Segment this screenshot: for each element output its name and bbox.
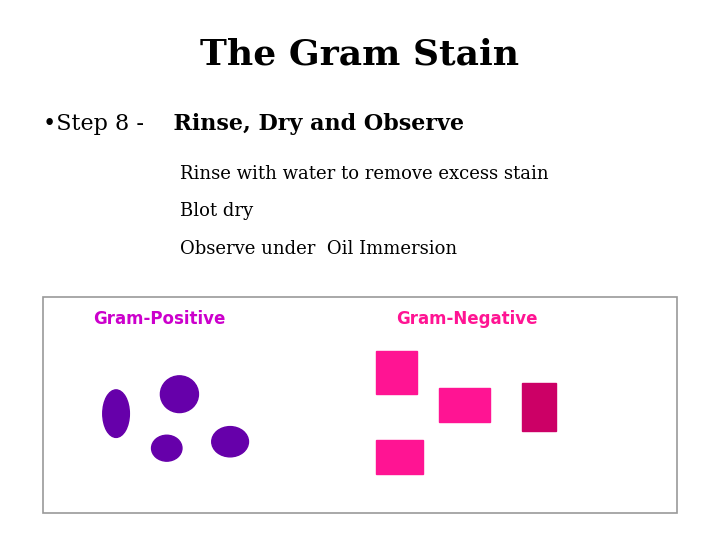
Ellipse shape [161,376,199,413]
Ellipse shape [103,390,130,437]
Text: Gram-Positive: Gram-Positive [94,310,226,328]
Text: The Gram Stain: The Gram Stain [200,38,520,72]
Text: Rinse with water to remove excess stain: Rinse with water to remove excess stain [180,165,549,183]
Bar [376,351,417,394]
Bar [521,383,557,431]
Bar [43,297,677,513]
Bar [439,388,490,422]
Text: Rinse, Dry and Observe: Rinse, Dry and Observe [158,113,464,136]
Ellipse shape [151,435,182,461]
Text: Gram-Negative: Gram-Negative [396,310,538,328]
Text: Observe under  Oil Immersion: Observe under Oil Immersion [180,240,457,258]
Text: Blot dry: Blot dry [180,202,253,220]
Bar [376,440,423,474]
Ellipse shape [212,427,248,457]
Text: •Step 8 -: •Step 8 - [43,113,144,136]
